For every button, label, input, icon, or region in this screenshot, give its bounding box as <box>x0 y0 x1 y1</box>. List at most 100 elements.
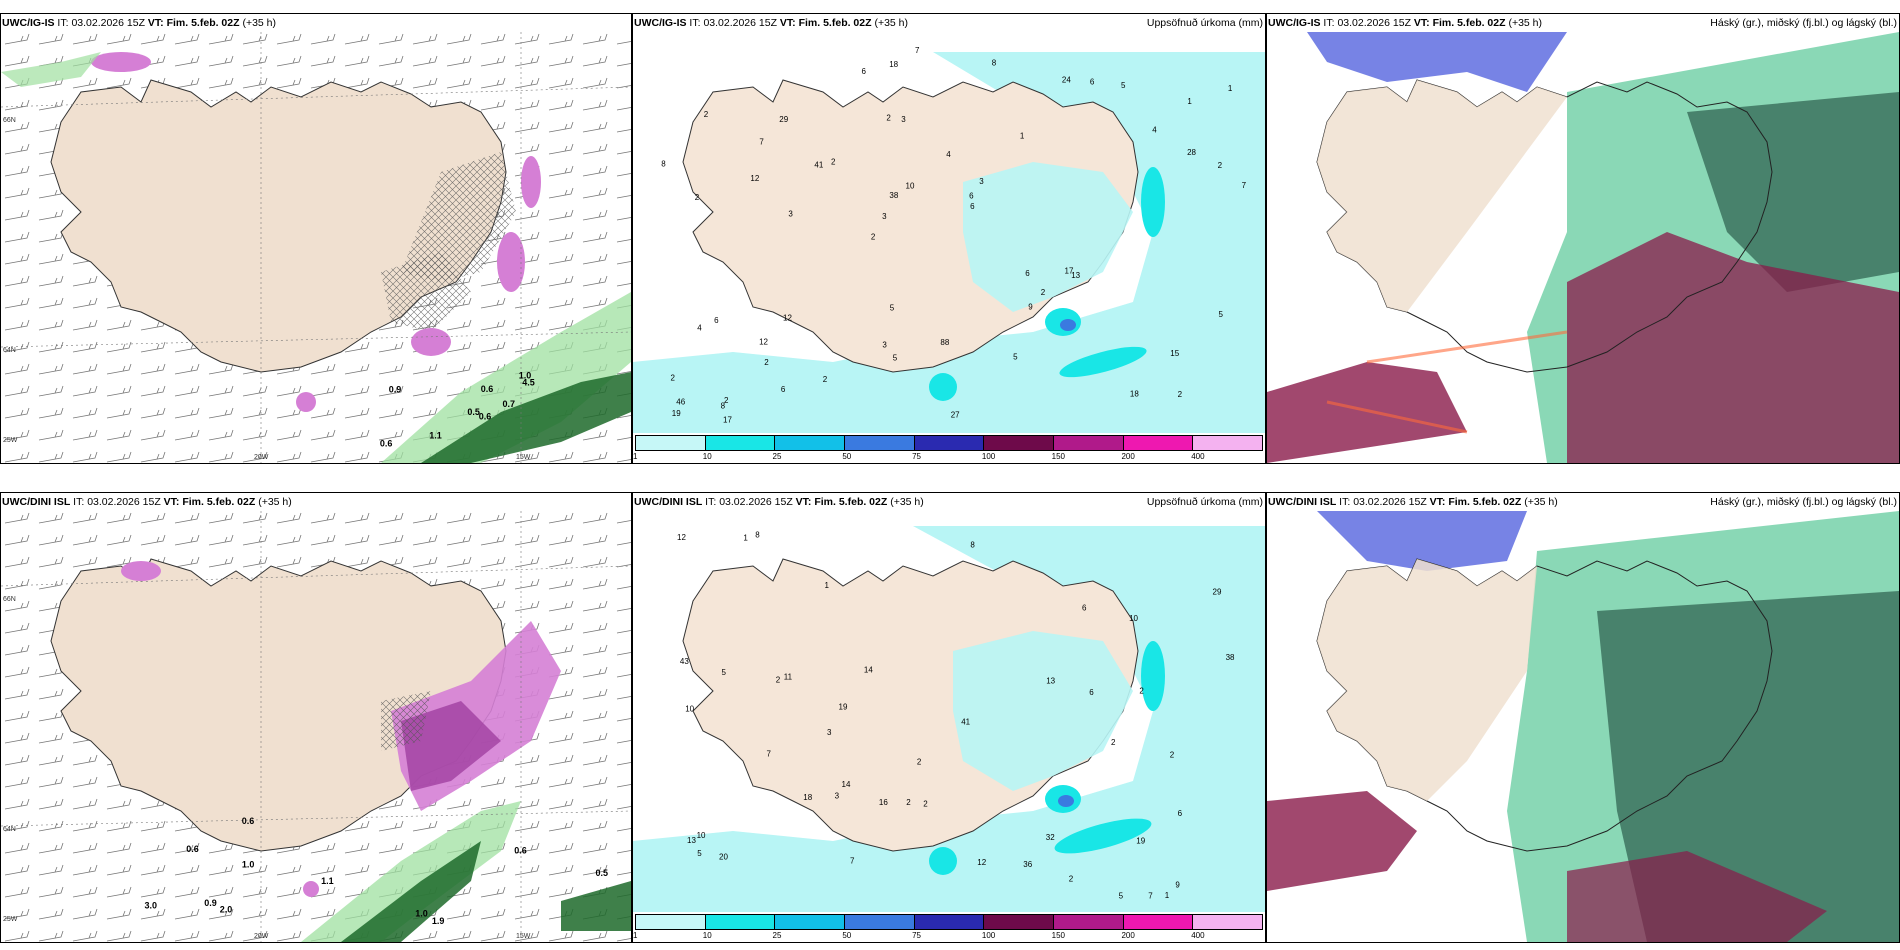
map-value-label: 0.6 <box>380 439 393 449</box>
lon-label-15: 15W <box>516 454 531 461</box>
map-value-label: 2 <box>776 676 781 685</box>
map-value-label: 3 <box>827 728 832 737</box>
legend-swatch <box>775 915 846 929</box>
map-value-label: 2 <box>823 375 828 384</box>
map-value-label: 2 <box>724 396 729 405</box>
precip-legend: 1 10 25 50 75 100 150 200 400 <box>633 433 1265 463</box>
map-value-label: 0.5 <box>467 407 480 417</box>
map-value-label: 2 <box>906 798 911 807</box>
lat-label-64: 64N <box>3 826 16 833</box>
map-value-label: 19 <box>672 409 681 418</box>
cloud-edge <box>1326 330 1568 434</box>
legend-colorbar <box>635 914 1263 930</box>
map-value-label: 7 <box>1242 181 1247 190</box>
valid-time: Fim. 5.feb. 02Z <box>182 496 256 508</box>
map-value-label: 13 <box>687 836 696 845</box>
vt-label: VT: <box>1413 17 1430 29</box>
dark-green-band <box>341 841 481 942</box>
low-cloud-se <box>1567 232 1899 463</box>
panel-header: UWC/DINI ISL IT: 03.02.2026 15Z VT: Fim.… <box>633 493 1265 511</box>
map-value-label: 28 <box>1187 148 1196 157</box>
green-band <box>301 801 521 942</box>
map-value-label: 12 <box>677 533 686 542</box>
map-value-label: 6 <box>1089 688 1094 697</box>
map-value-label: 1 <box>1020 132 1025 141</box>
map-value-label: 0.6 <box>186 844 199 854</box>
it-label: IT: <box>1339 496 1351 508</box>
map-value-label: 1.9 <box>432 916 445 926</box>
hatch-snow-area <box>381 691 431 751</box>
map-value-label: 1.1 <box>321 876 334 886</box>
vt-label: VT: <box>147 17 164 29</box>
dark-green-band <box>421 372 631 463</box>
legend-tick-label: 400 <box>1191 452 1205 461</box>
map-value-label: 1 <box>1165 891 1170 900</box>
map-value-label: 10 <box>697 831 706 840</box>
map-panel-dini-precip: UWC/DINI ISL IT: 03.02.2026 15Z VT: Fim.… <box>632 492 1266 943</box>
iceland-land-west <box>1317 80 1567 312</box>
map-value-label: 12 <box>783 314 792 323</box>
legend-tick-label: 200 <box>1121 931 1135 940</box>
map-value-label: 14 <box>842 780 851 789</box>
map-value-label: 0.9 <box>389 385 402 395</box>
map-value-label: 0.7 <box>503 399 516 409</box>
map-value-label: 2 <box>886 114 891 123</box>
map-value-label: 18 <box>803 793 812 802</box>
wind-value-labels: 0.60.90.50.60.71.11.00.64.5 <box>380 371 535 449</box>
legend-swatch <box>705 915 776 929</box>
map-value-label: 32 <box>1046 833 1055 842</box>
legend-tick-label: 200 <box>1121 452 1135 461</box>
legend-tick-label: 1 <box>633 452 638 461</box>
map-value-label: 15 <box>1170 349 1179 358</box>
lat-label-64: 64N <box>3 347 16 354</box>
legend-ticks: 1 10 25 50 75 100 150 200 400 <box>633 452 1263 462</box>
map-value-label: 3 <box>788 209 793 218</box>
map-value-label: 2 <box>1111 738 1116 747</box>
map-value-label: 17 <box>723 415 732 424</box>
map-value-label: 4 <box>1152 125 1157 134</box>
it-label: IT: <box>73 496 85 508</box>
map-value-label: 3.0 <box>145 901 158 911</box>
precip-blob <box>411 328 451 356</box>
model-name: UWC/IG-IS <box>2 17 55 29</box>
map-value-label: 1.0 <box>415 908 428 918</box>
precip-east <box>1141 641 1165 711</box>
map-value-label: 2 <box>704 110 709 119</box>
precip-core <box>1058 795 1074 807</box>
map-value-label: 0.6 <box>242 816 255 826</box>
map-value-label: 6 <box>969 192 974 201</box>
map-value-label: 13 <box>1046 676 1055 685</box>
map-value-label: 0.6 <box>481 384 494 394</box>
map-value-label: 3 <box>882 341 887 350</box>
model-name: UWC/IG-IS <box>634 17 687 29</box>
model-name: UWC/DINI ISL <box>2 496 71 508</box>
precip-east <box>1141 167 1165 237</box>
map-value-label: 2 <box>1069 875 1074 884</box>
map-value-label: 41 <box>814 160 823 169</box>
lead-time: (+35 h) <box>1524 496 1558 508</box>
map-value-label: 36 <box>1023 860 1032 869</box>
map-panel-ig-clouds: UWC/IG-IS IT: 03.02.2026 15Z VT: Fim. 5.… <box>1266 13 1900 464</box>
map-value-label: 10 <box>1129 614 1138 623</box>
legend-tick-label: 25 <box>772 452 782 461</box>
init-time: 03.02.2026 15Z <box>1353 496 1427 508</box>
lon-label-25: 25W <box>3 916 18 923</box>
map-value-label: 2 <box>1170 750 1175 759</box>
panel-title: Uppsöfnuð úrkoma (mm) <box>1146 496 1263 508</box>
model-name: UWC/IG-IS <box>1268 17 1321 29</box>
legend-tick-label: 150 <box>1051 931 1066 940</box>
legend-swatch <box>984 436 1055 450</box>
legend-swatch <box>636 915 706 929</box>
map-value-label: 12 <box>750 174 759 183</box>
lat-label-66: 66N <box>3 117 16 124</box>
map-value-label: 7 <box>767 750 772 759</box>
legend-swatch <box>1054 915 1124 929</box>
panel-title: Háský (gr.), miðský (fj.bl.) og lágský (… <box>1710 17 1897 29</box>
map-value-label: 6 <box>1178 809 1183 818</box>
map-value-label: 6 <box>862 67 867 76</box>
map-value-label: 1.0 <box>519 371 532 381</box>
precip-band-core <box>401 701 501 791</box>
legend-tick-label: 150 <box>1051 452 1066 461</box>
map-value-label: 2 <box>917 758 922 767</box>
